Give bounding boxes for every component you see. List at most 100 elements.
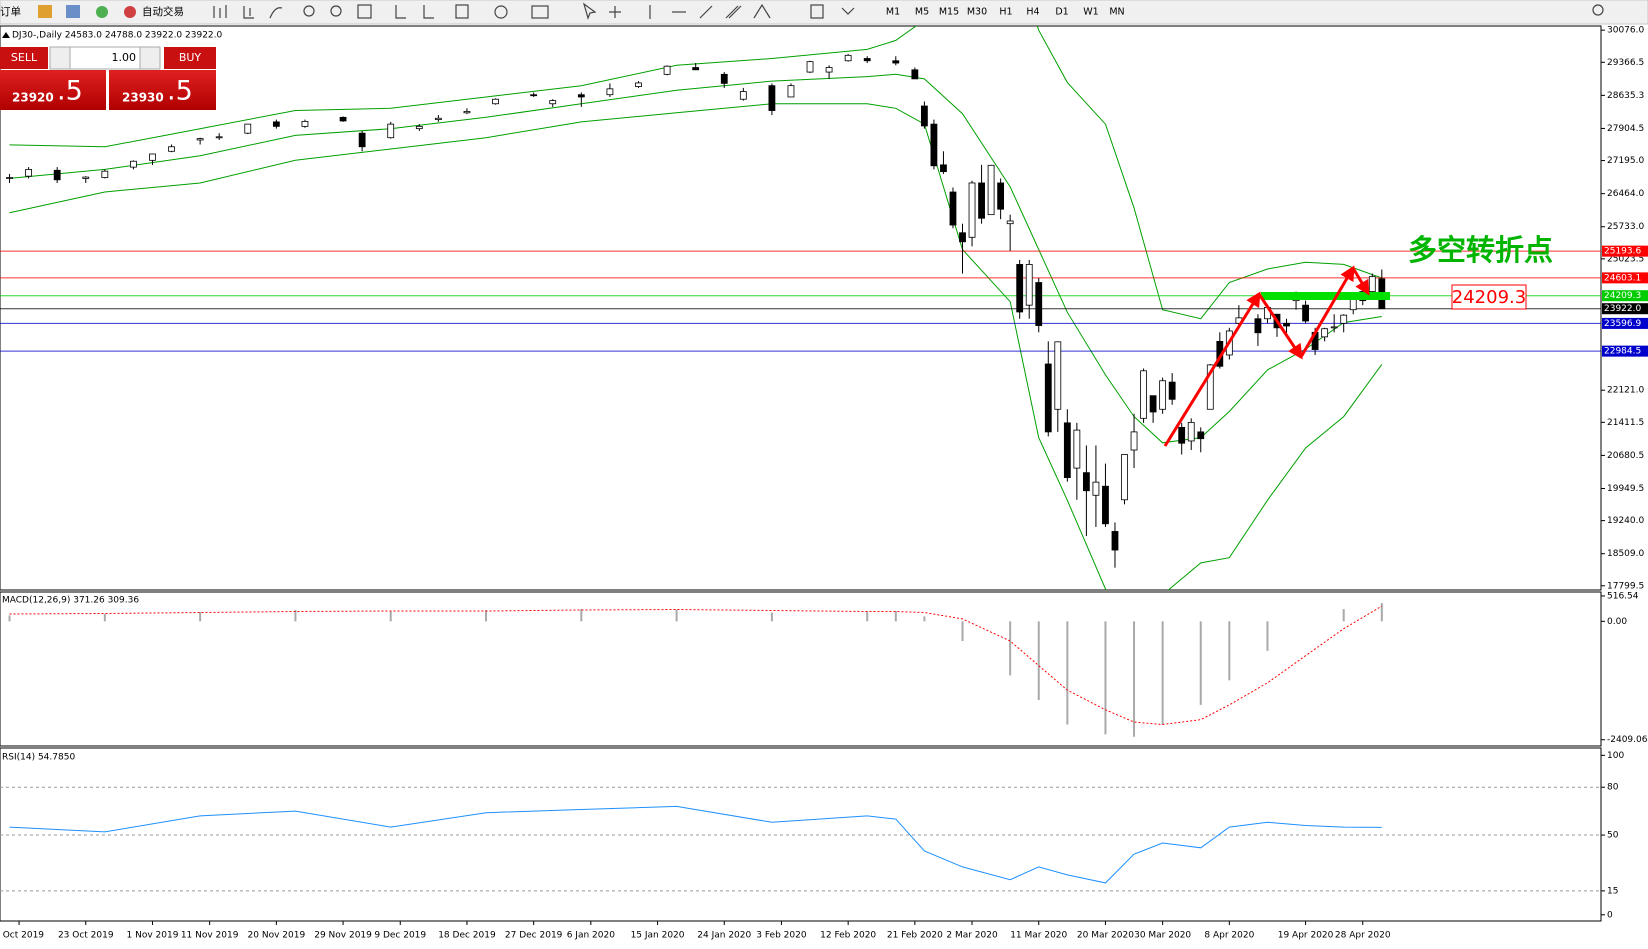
candle-body [863,58,871,62]
x-tick-label: 3 Feb 2020 [756,931,807,941]
price-label-bg [1602,345,1648,357]
arrow [1257,293,1303,360]
candle-body [1082,472,1090,492]
timeframe-button[interactable]: M30 [967,7,987,18]
timeframe-button[interactable]: M15 [939,7,959,18]
x-tick-label: 8 Apr 2020 [1204,931,1254,941]
indicator-title: MACD(12,26,9) 371.26 309.36 [2,596,139,606]
annotations: 多空转折点 24209.3 [1163,233,1553,447]
y-tick-label: 50 [1607,831,1619,841]
search-icon [1592,4,1604,16]
candle-body [301,121,309,127]
candle-body [549,100,557,105]
candle-body [387,123,395,139]
macd-panel-border [0,591,1602,747]
timeframe-button[interactable]: M1 [886,7,900,18]
icon [810,4,824,19]
candle-body [920,105,928,127]
sell-price-box[interactable] [0,70,106,110]
buy-price-box[interactable] [109,70,216,110]
candle-body [1054,341,1062,410]
y-tick-label: 28635.3 [1607,91,1644,101]
candle-body [1368,276,1376,292]
icon [699,5,713,19]
auto-trading-button[interactable]: 自动交易 [142,5,184,18]
y-tick-label: 18509.0 [1607,549,1644,559]
y-tick-label: 27904.5 [1607,124,1644,134]
bollinger-upper [9,26,1382,320]
timeframe-button[interactable]: W1 [1083,7,1098,18]
arrow [1163,291,1261,447]
main-panel-border [0,25,1602,591]
candle-body [806,61,814,73]
price-label: 24603.1 [1604,273,1641,283]
candle-body [1102,485,1109,525]
y-tick-label: 0 [1607,910,1613,920]
sell-button-bg[interactable] [0,47,48,69]
x-tick-label: 20 Nov 2019 [248,931,306,941]
candle-body [1149,395,1157,413]
price-label-bg [1602,290,1648,302]
icon [66,5,80,18]
toolbar: 订单 自动交易 M1 M5 M15 [0,0,1648,25]
annotation-value: 24209.3 [1452,287,1526,308]
candle-body [1197,431,1205,440]
buy-price: 23930 [122,91,164,105]
lot-up[interactable] [139,46,161,70]
candle-body [987,164,995,216]
x-tick-label: 29 Nov 2019 [314,931,372,941]
buy-button-bg[interactable] [164,47,216,69]
sell-price-fraction: .5 [57,76,83,107]
candle-body [1016,264,1024,313]
indicator-title: DJ30-,Daily 24583.0 24788.0 23922.0 2392… [12,31,223,41]
lot-field[interactable]: 1.00 [112,51,137,64]
x-tick-label: 11 Nov 2019 [181,931,239,941]
timeframe-button[interactable]: H1 [999,7,1012,18]
arrow [1299,265,1355,358]
candle-body [1159,380,1167,410]
buy-button[interactable]: BUY [179,51,202,64]
candle-body [244,123,252,134]
candle-body [1187,421,1195,442]
timeframe-button[interactable]: D1 [1055,7,1068,18]
y-tick-label: 25733.0 [1607,222,1644,232]
annotation-box [1451,284,1527,310]
candle-body [168,146,175,152]
price-label: 22984.5 [1604,347,1641,357]
candle-body [959,232,966,243]
price-label: 23922.0 [1604,304,1641,314]
candle-body [1035,282,1043,326]
candle-body [1044,363,1052,433]
y-tick-label: 19240.0 [1607,516,1644,526]
candle-body [215,136,223,139]
candle-body [1168,381,1176,400]
candle-body [768,85,776,111]
timeframe-button[interactable]: MN [1109,7,1124,18]
new-order-button[interactable]: 订单 [0,6,21,18]
symbol-icon [2,32,10,38]
candle-body [1330,326,1338,329]
plot-area [0,786,1601,892]
toolbar-bg [0,0,1648,25]
icon [423,5,434,19]
price-label: 24209.3 [1604,291,1641,301]
candle-body [825,67,833,73]
candle-body [1006,220,1014,225]
y-tick-label: 27195.0 [1607,156,1644,166]
annotation-title: 多空转折点 [1408,233,1553,267]
icon [243,6,254,19]
sell-button[interactable]: SELL [11,51,38,64]
lot-down[interactable] [49,46,71,70]
icon [357,4,372,19]
timeframe-button[interactable]: H4 [1026,7,1039,18]
candle-body [1121,454,1128,501]
x-tick-label: 21 Feb 2020 [887,931,943,941]
candle-body [892,60,900,64]
timeframe-button[interactable]: M5 [915,7,929,18]
candle-body [463,111,471,114]
candle-body [53,169,61,181]
indicator-title: RSI(14) 54.7850 [2,753,75,763]
